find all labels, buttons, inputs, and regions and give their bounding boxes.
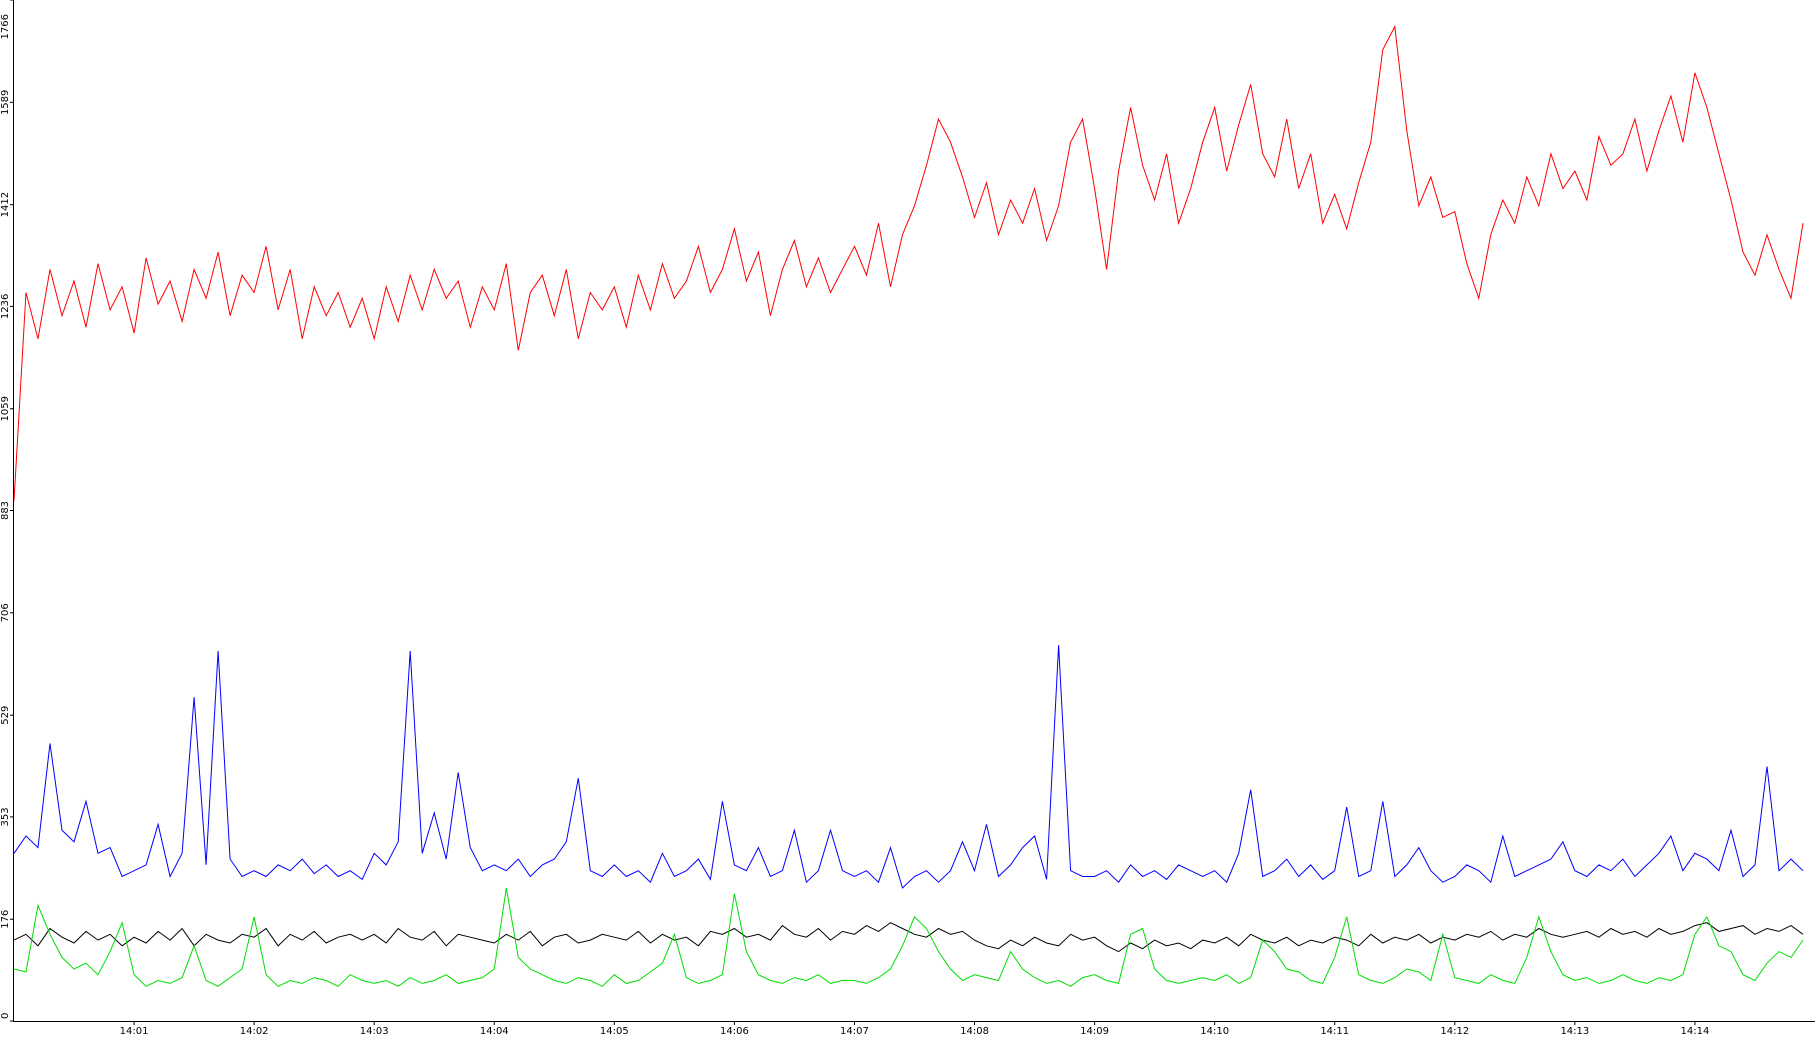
y-tick-label: 529	[0, 706, 11, 725]
x-tick-label: 14:02	[240, 1026, 269, 1037]
x-tick-label: 14:03	[360, 1026, 389, 1037]
x-tick-label: 14:06	[720, 1026, 749, 1037]
y-tick-label: 353	[0, 807, 11, 826]
y-tick-label: 1236	[0, 294, 11, 319]
y-tick-label: 1059	[0, 396, 11, 421]
y-tick-label: 0	[0, 1013, 11, 1019]
x-tick-label: 14:14	[1681, 1026, 1710, 1037]
x-tick-label: 14:11	[1320, 1026, 1349, 1037]
series-line	[13, 887, 1804, 987]
series-line	[13, 922, 1804, 953]
x-tick-label: 14:04	[480, 1026, 509, 1037]
x-tick-label: 14:10	[1200, 1026, 1229, 1037]
series-line	[13, 24, 1804, 501]
x-tick-label: 14:01	[120, 1026, 149, 1037]
x-tick-label: 14:12	[1440, 1026, 1469, 1037]
x-tick-label: 14:05	[600, 1026, 629, 1037]
y-tick-label: 1766	[0, 14, 11, 39]
y-tick-label: 883	[0, 501, 11, 520]
x-tick-label: 14:07	[840, 1026, 869, 1037]
y-tick-label: 1412	[0, 192, 11, 217]
x-tick-label: 14:08	[960, 1026, 989, 1037]
y-tick-label: 1589	[0, 90, 11, 115]
series-line	[13, 645, 1804, 889]
x-tick-label: 14:13	[1560, 1026, 1589, 1037]
y-tick-label: 176	[0, 910, 11, 929]
x-tick-label: 14:09	[1080, 1026, 1109, 1037]
y-tick-label: 706	[0, 603, 11, 622]
